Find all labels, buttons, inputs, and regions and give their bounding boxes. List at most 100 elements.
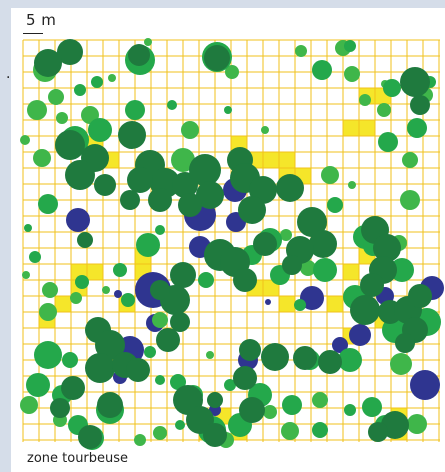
tree-crown	[297, 207, 327, 237]
peat-patch	[343, 120, 359, 136]
tree-crown	[97, 392, 123, 418]
tree-crown	[155, 225, 165, 235]
peat-patch	[263, 280, 279, 296]
tree-crown	[224, 379, 236, 391]
tree-crown	[233, 366, 257, 390]
tree-crown	[321, 166, 339, 184]
tree-crown	[198, 272, 214, 288]
scale-bar	[23, 33, 43, 34]
tree-crown	[91, 76, 103, 88]
tree-crown	[150, 280, 170, 300]
tree-crown	[368, 422, 388, 442]
tree-crown	[66, 208, 90, 232]
tree-crown	[153, 426, 167, 440]
tree-crown	[338, 348, 362, 372]
peat-patch	[263, 152, 279, 168]
tree-crown	[170, 262, 196, 288]
tree-crown	[224, 106, 232, 114]
tree-crown	[38, 194, 58, 214]
tree-crown	[300, 286, 324, 310]
tree-crown	[233, 268, 257, 292]
tree-crown	[408, 284, 432, 308]
tree-crown	[280, 229, 292, 241]
tree-crown	[402, 152, 418, 168]
tree-crown	[360, 273, 384, 297]
tree-crown	[50, 398, 70, 418]
tree-crown	[61, 376, 85, 400]
tree-crown	[390, 258, 414, 282]
tree-crown	[181, 121, 199, 139]
tree-crown	[170, 312, 190, 332]
tree-crown	[120, 190, 140, 210]
tree-crown	[261, 126, 269, 134]
tree-crown	[34, 341, 62, 369]
tree-crown	[239, 339, 261, 361]
tree-crown	[26, 373, 50, 397]
tree-crown	[70, 292, 82, 304]
tree-crown	[204, 45, 230, 71]
tree-crown	[253, 232, 277, 256]
tree-crown	[144, 38, 152, 46]
tree-crown	[312, 392, 328, 408]
tree-crown	[344, 66, 360, 82]
tree-crown	[114, 290, 122, 298]
tree-crown	[276, 174, 304, 202]
tree-crown	[121, 293, 135, 307]
tree-crown	[125, 100, 145, 120]
tree-crown	[134, 434, 146, 446]
peat-patch	[327, 296, 343, 312]
tree-crown	[33, 149, 51, 167]
tree-crown	[75, 275, 89, 289]
tree-crown	[348, 181, 356, 189]
tree-crown	[155, 375, 165, 385]
tree-crown	[178, 193, 202, 217]
peat-patch	[343, 264, 359, 280]
tree-crown	[400, 67, 430, 97]
tree-crown	[127, 167, 153, 193]
tree-crown	[373, 234, 401, 262]
tree-crown	[24, 224, 32, 232]
tree-crown	[29, 251, 41, 263]
tree-crown	[22, 271, 30, 279]
tree-crown	[349, 324, 371, 346]
tree-crown	[362, 397, 382, 417]
tree-crown	[344, 404, 356, 416]
tree-crown	[152, 312, 168, 328]
peat-patch	[87, 264, 103, 280]
tree-crown	[102, 286, 110, 294]
tree-crowns	[20, 38, 444, 450]
tree-crown	[78, 425, 102, 449]
tree-crown	[293, 346, 317, 370]
peat-patch	[279, 296, 295, 312]
tree-crown	[261, 343, 289, 371]
tree-crown	[95, 330, 125, 360]
tree-crown	[309, 230, 337, 258]
tree-crown	[39, 303, 57, 321]
tree-crown	[395, 333, 415, 353]
tree-crown	[294, 299, 306, 311]
tree-crown	[136, 233, 160, 257]
tree-crown	[390, 353, 412, 375]
tree-crown	[238, 196, 266, 224]
peat-patch	[55, 296, 71, 312]
tree-crown	[383, 79, 401, 97]
tree-crown	[225, 65, 239, 79]
tree-crown	[207, 392, 223, 408]
tree-crown	[410, 370, 440, 400]
tree-crown	[378, 132, 398, 152]
scale-label: 5 m	[26, 11, 57, 29]
tree-crown	[350, 295, 380, 325]
tree-crown	[118, 121, 146, 149]
tree-crown	[282, 395, 302, 415]
dot-mark: .	[6, 66, 11, 82]
tree-crown	[206, 351, 214, 359]
tree-crown	[77, 232, 93, 248]
tree-crown	[88, 118, 112, 142]
tree-crown	[203, 423, 227, 447]
tree-crown	[42, 282, 58, 298]
tree-crown	[167, 100, 177, 110]
tree-crown	[263, 405, 277, 419]
tree-crown	[196, 181, 224, 209]
tree-crown	[144, 346, 156, 358]
tree-crown	[113, 263, 127, 277]
